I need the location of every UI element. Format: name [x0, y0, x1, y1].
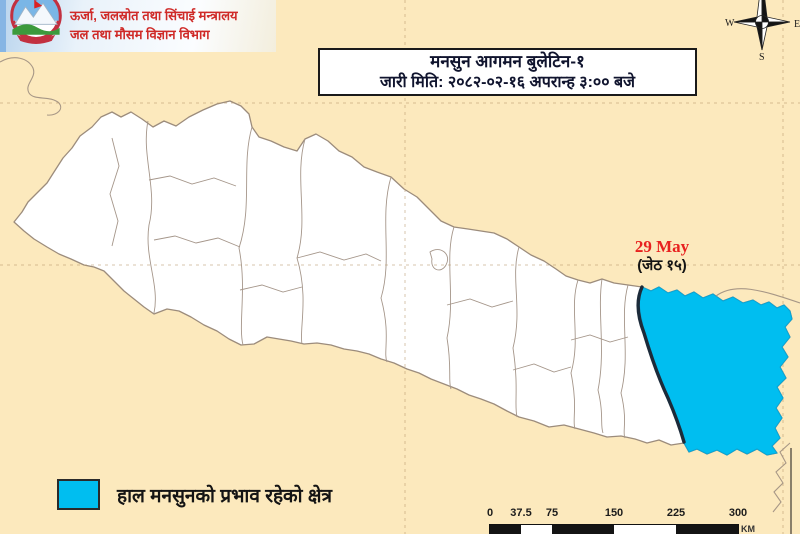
nepal-emblem-icon: [10, 0, 62, 44]
ministry-banner: ऊर्जा, जलस्रोत तथा सिंचाई मन्त्रालय जल त…: [0, 0, 276, 52]
onset-date-english: 29 May: [634, 237, 690, 256]
monsoon-front-line: [636, 285, 686, 444]
legend-monsoon-swatch: [57, 479, 100, 510]
compass-south-label: S: [759, 52, 765, 63]
onset-date-nepali: (जेठ १५): [637, 256, 687, 274]
adjacent-boundary-northeast: [715, 288, 800, 304]
ministry-name: ऊर्जा, जलस्रोत तथा सिंचाई मन्त्रालय: [70, 8, 238, 24]
district-boundaries: [109, 120, 629, 439]
adjacent-boundary-west: [0, 57, 62, 116]
bulletin-title: मनसुन आगमन बुलेटिन-१: [430, 52, 585, 72]
legend: हाल मनसुनको प्रभाव रहेको क्षेत्र: [57, 479, 332, 510]
compass-rose-icon: W E S: [725, 0, 800, 63]
bulletin-issue-date: जारी मिति: २०८२-०२-१६ अपरान्ह ३:०० बजे: [379, 73, 636, 91]
bulletin-title-box: मनसुन आगमन बुलेटिन-१ जारी मिति: २०८२-०२-…: [318, 48, 697, 96]
department-name: जल तथा मौसम विज्ञान विभाग: [70, 27, 210, 42]
legend-label: हाल मनसुनको प्रभाव रहेको क्षेत्र: [117, 485, 332, 507]
onset-date-annotation: 29 May (जेठ १५): [614, 237, 710, 275]
adjacent-boundary-southeast: [772, 442, 791, 513]
compass-east-label: E: [794, 19, 800, 30]
compass-west-label: W: [725, 18, 735, 29]
